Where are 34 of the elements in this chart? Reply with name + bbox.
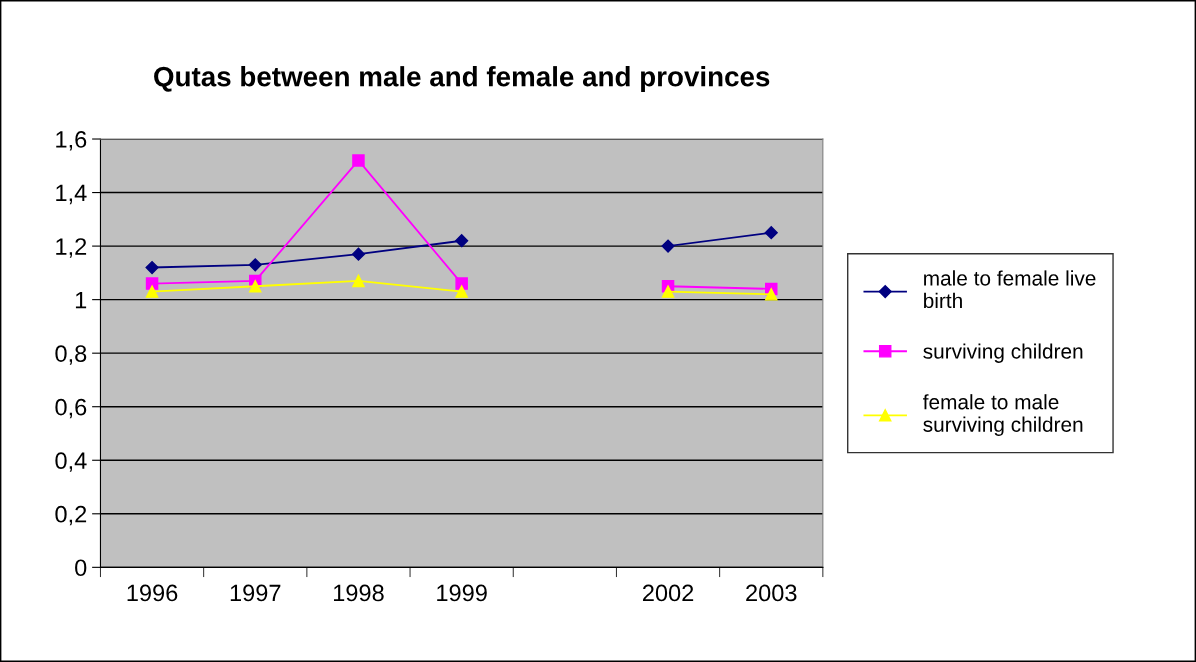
point <box>455 234 469 248</box>
point <box>351 247 366 261</box>
point <box>764 288 778 301</box>
point <box>455 285 468 298</box>
legend-label: male to female live birth <box>924 270 1096 309</box>
y-tick-label: 1,4 <box>56 184 87 205</box>
chart-title: Qutas between male and female and provinces <box>154 66 770 93</box>
point <box>145 260 159 275</box>
x-tick-label: 2002 <box>642 584 694 602</box>
point <box>661 239 675 253</box>
x-tick-label: 1999 <box>437 584 487 602</box>
y-tick-label: 0,8 <box>55 345 87 365</box>
point <box>145 277 159 290</box>
y-tick-label: 1,2 <box>56 238 87 258</box>
point <box>352 274 365 288</box>
point <box>249 280 262 293</box>
point <box>145 285 159 298</box>
point <box>455 277 468 290</box>
x-tick-label: 1998 <box>334 584 384 602</box>
legend-label: surviving children <box>923 343 1083 363</box>
x-tick-label: 2003 <box>746 584 797 602</box>
y-tick-label: 1,6 <box>56 131 87 151</box>
x-tick-label: 1997 <box>230 584 281 602</box>
y-tick-label: 0,2 <box>55 505 87 526</box>
y-tick-label: 0 <box>75 559 87 577</box>
legend-label: female to male surviving children <box>923 394 1083 436</box>
y-tick-label: 0,4 <box>55 452 87 472</box>
y-tick-label: 0,6 <box>55 398 87 419</box>
point <box>352 154 365 167</box>
point <box>661 285 675 298</box>
point <box>764 226 778 240</box>
x-tick-label: 1996 <box>127 584 178 602</box>
y-tick-label: 1 <box>75 291 87 309</box>
point <box>248 258 262 272</box>
